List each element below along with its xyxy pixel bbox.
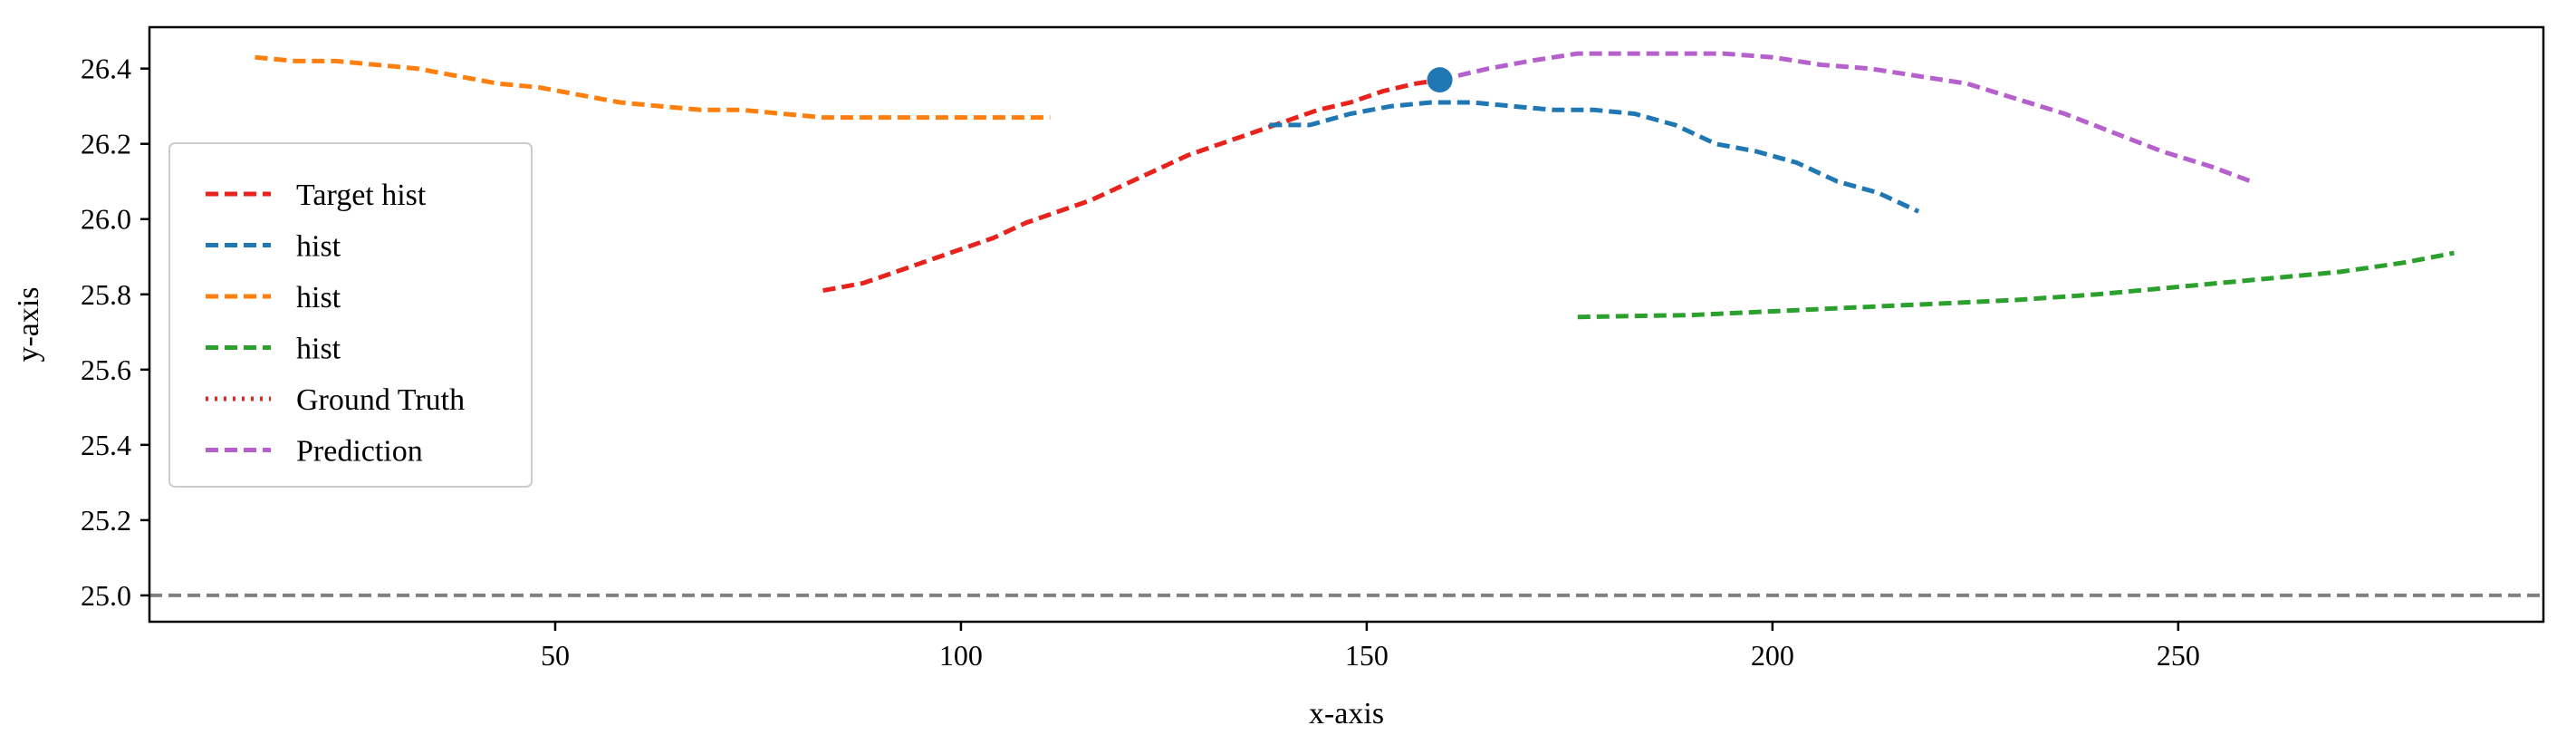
x-axis-ticks: 50 100 150 200 250 bbox=[541, 622, 2200, 672]
markers-layer bbox=[1427, 67, 1453, 93]
y-tick-label: 25.0 bbox=[81, 579, 131, 612]
x-tick-label: 50 bbox=[541, 639, 570, 672]
x-tick-label: 200 bbox=[1751, 639, 1794, 672]
legend-label-1: hist bbox=[296, 230, 341, 264]
y-tick-label: 26.2 bbox=[81, 128, 131, 160]
legend-label-2: hist bbox=[296, 281, 341, 314]
y-tick-label: 26.0 bbox=[81, 203, 131, 236]
y-axis-title: y-axis bbox=[12, 286, 45, 362]
series-line-3 bbox=[1577, 250, 2455, 320]
x-tick-label: 150 bbox=[1345, 639, 1389, 672]
y-tick-label: 25.4 bbox=[81, 429, 131, 461]
legend-label-5: Prediction bbox=[296, 435, 423, 469]
plot-area-frame bbox=[148, 25, 2545, 624]
series-layer bbox=[255, 51, 2455, 320]
series-line-5 bbox=[1438, 51, 2253, 184]
x-tick-label: 250 bbox=[2157, 639, 2200, 672]
legend-label-4: Ground Truth bbox=[296, 383, 465, 417]
series-line-2 bbox=[255, 54, 1051, 121]
marker-point-0 bbox=[1427, 67, 1453, 93]
y-tick-label: 25.6 bbox=[81, 353, 131, 386]
legend: Target hist hist hist hist Ground Truth Predi… bbox=[168, 142, 533, 488]
y-tick-label: 25.2 bbox=[81, 504, 131, 537]
series-line-0 bbox=[822, 77, 1440, 294]
legend-label-0: Target hist bbox=[296, 179, 427, 212]
legend-label-3: hist bbox=[296, 333, 341, 366]
y-tick-label: 25.8 bbox=[81, 278, 131, 311]
y-tick-label: 26.4 bbox=[81, 53, 131, 85]
x-axis-title: x-axis bbox=[1309, 697, 1384, 730]
y-axis-ticks: 25.0 25.2 25.4 25.6 25.8 26.0 26.2 26.4 bbox=[81, 53, 149, 612]
x-tick-label: 100 bbox=[939, 639, 983, 672]
series-line-1 bbox=[1269, 100, 1920, 214]
